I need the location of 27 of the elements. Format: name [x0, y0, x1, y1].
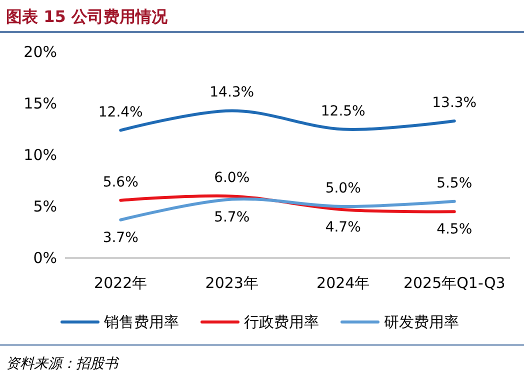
legend-label: 行政费用率	[244, 313, 319, 331]
text: 资料来源：招股书	[6, 356, 120, 372]
data-label: 4.5%	[436, 222, 472, 238]
data-label: 5.6%	[102, 174, 138, 190]
x-tick-label: 2024年	[316, 274, 370, 292]
data-label: 13.3%	[432, 95, 477, 112]
x-tick-label: 2022年	[94, 274, 148, 292]
data-label: 5.0%	[325, 180, 361, 196]
y-tick-label: 5%	[33, 198, 57, 216]
data-label: 3.7%	[102, 230, 138, 246]
x-tick-label: 2025年Q1-Q3	[403, 274, 506, 292]
y-tick-label: 0%	[33, 249, 57, 267]
chart-title: 图表 15 公司费用情况	[6, 7, 168, 26]
data-label: 6.0%	[214, 170, 250, 186]
data-label: 5.5%	[436, 175, 472, 192]
data-label: 5.7%	[214, 209, 250, 226]
data-label: 14.3%	[210, 84, 254, 101]
y-tick-label: 20%	[24, 43, 57, 61]
x-tick-label: 2023年	[205, 274, 258, 292]
data-label: 4.7%	[325, 220, 361, 236]
data-label: 12.5%	[320, 103, 366, 120]
data-label: 12.4%	[98, 104, 143, 120]
y-tick-label: 15%	[24, 94, 57, 112]
line-series	[119, 197, 456, 222]
y-tick-label: 10%	[24, 146, 57, 164]
legend-label: 研发费用率	[384, 313, 459, 331]
legend-label: 销售费用率	[103, 313, 179, 331]
